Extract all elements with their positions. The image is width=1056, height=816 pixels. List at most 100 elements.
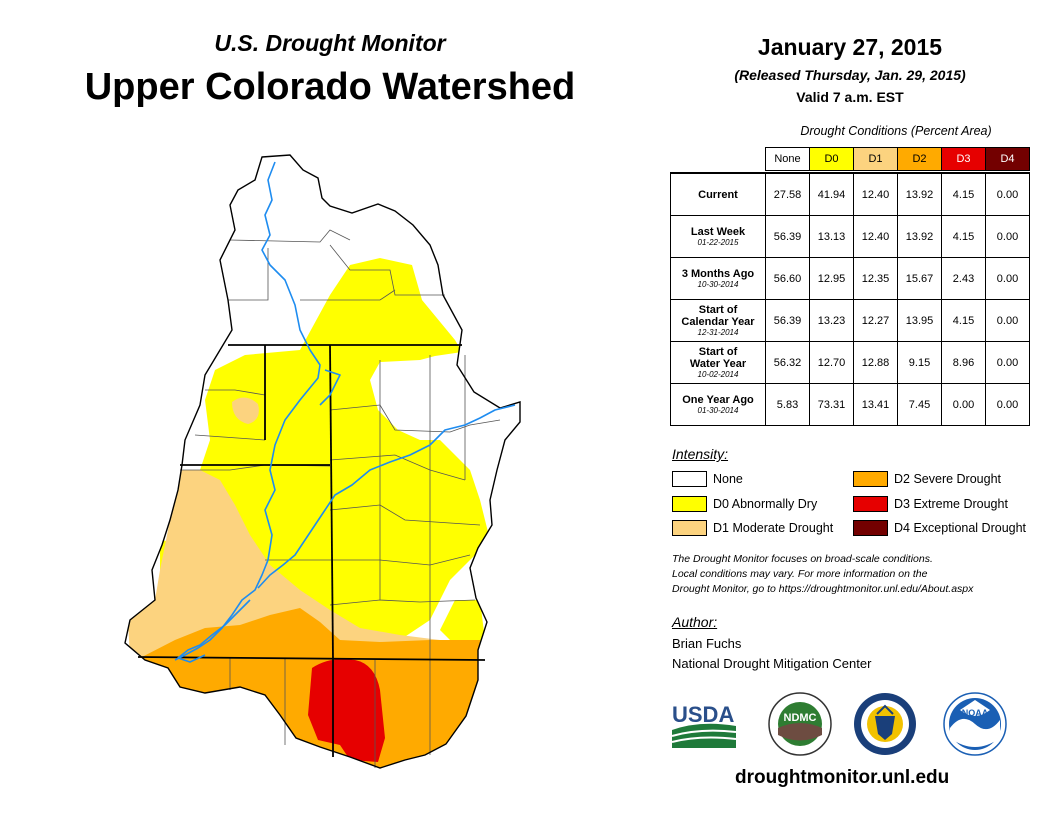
table-row-start-calendar-year: Start of Calendar Year 12-31-2014 56.39 13… bbox=[670, 299, 1030, 342]
legend-swatch bbox=[672, 471, 707, 487]
cell-value: 12.40 bbox=[853, 215, 898, 258]
cell-value: 56.39 bbox=[765, 299, 810, 342]
agency-logos: USDA NDMC NOAA bbox=[671, 692, 1007, 756]
legend-label: D2 Severe Drought bbox=[894, 472, 1002, 486]
cell-value: 73.31 bbox=[809, 383, 854, 426]
legend-swatch bbox=[672, 520, 707, 536]
author-name: Brian Fuchs bbox=[672, 636, 742, 651]
cell-value: 56.32 bbox=[765, 341, 810, 384]
legend-swatch bbox=[853, 496, 888, 512]
colorado-river bbox=[257, 404, 516, 589]
green-river bbox=[174, 161, 321, 661]
table-row-one-year-ago: One Year Ago 01-30-2014 5.83 73.31 13.41 … bbox=[670, 383, 1030, 426]
author-label: Author: bbox=[672, 614, 718, 630]
cell-value: 12.40 bbox=[853, 172, 898, 216]
col-header-d0: D0 bbox=[809, 147, 854, 171]
commerce-seal-logo bbox=[854, 693, 916, 755]
table-row-last-week: Last Week 01-22-2015 56.39 13.13 12.40 13… bbox=[670, 215, 1030, 258]
disclaimer-note: The Drought Monitor focuses on broad-sca… bbox=[672, 553, 974, 595]
map-subtitle: U.S. Drought Monitor bbox=[214, 30, 446, 56]
release-date: (Released Thursday, Jan. 29, 2015) bbox=[734, 67, 966, 83]
author-organization: National Drought Mitigation Center bbox=[672, 656, 872, 671]
cell-value: 9.15 bbox=[897, 341, 942, 384]
drought-conditions-table: None D0 D1 D2 D3 D4 Current 27.58 41.94 … bbox=[670, 147, 1030, 426]
region-d1-spot bbox=[232, 397, 259, 424]
legend-label: D1 Moderate Drought bbox=[713, 521, 834, 535]
region-d0-east bbox=[440, 600, 485, 650]
cell-value: 13.92 bbox=[897, 172, 942, 216]
cell-value: 4.15 bbox=[941, 172, 986, 216]
valid-time: Valid 7 a.m. EST bbox=[796, 89, 904, 105]
col-header-d3: D3 bbox=[941, 147, 986, 171]
cell-value: 5.83 bbox=[765, 383, 810, 426]
cell-value: 41.94 bbox=[809, 172, 854, 216]
map-date: January 27, 2015 bbox=[757, 34, 943, 60]
region-d3 bbox=[308, 659, 385, 762]
noaa-logo: NOAA bbox=[943, 692, 1007, 756]
cell-value: 13.92 bbox=[897, 215, 942, 258]
cell-value: 0.00 bbox=[985, 383, 1030, 426]
table-caption: Drought Conditions (Percent Area) bbox=[800, 124, 992, 138]
table-header-row: None D0 D1 D2 D3 D4 bbox=[671, 147, 1030, 171]
cell-value: 12.70 bbox=[809, 341, 854, 384]
cell-value: 2.43 bbox=[941, 257, 986, 300]
cell-value: 0.00 bbox=[985, 257, 1030, 300]
basin-outline bbox=[124, 154, 521, 769]
row-label: Current bbox=[670, 172, 766, 216]
legend-item-d3: D3 Extreme Drought bbox=[853, 496, 1008, 512]
cell-value: 12.95 bbox=[809, 257, 854, 300]
cell-value: 0.00 bbox=[985, 299, 1030, 342]
cell-value: 7.45 bbox=[897, 383, 942, 426]
cell-value: 13.41 bbox=[853, 383, 898, 426]
county-boundaries bbox=[180, 229, 501, 768]
cell-value: 0.00 bbox=[985, 341, 1030, 384]
table-row-start-water-year: Start of Water Year 10-02-2014 56.32 12.70… bbox=[670, 341, 1030, 384]
legend-item-d0: D0 Abnormally Dry bbox=[672, 496, 817, 512]
col-header-d2: D2 bbox=[897, 147, 942, 171]
cell-value: 13.23 bbox=[809, 299, 854, 342]
cell-value: 4.15 bbox=[941, 299, 986, 342]
cell-value: 12.35 bbox=[853, 257, 898, 300]
map-title: Upper Colorado Watershed bbox=[84, 66, 576, 108]
legend-item-d2: D2 Severe Drought bbox=[853, 471, 1001, 487]
legend-swatch bbox=[853, 471, 888, 487]
cell-value: 0.00 bbox=[985, 172, 1030, 216]
cell-value: 12.88 bbox=[853, 341, 898, 384]
cell-value: 8.96 bbox=[941, 341, 986, 384]
state-boundaries bbox=[137, 344, 486, 757]
rivers bbox=[174, 161, 516, 663]
legend-label: D3 Extreme Drought bbox=[894, 497, 1008, 511]
legend-swatch bbox=[672, 496, 707, 512]
legend-swatch bbox=[853, 520, 888, 536]
cell-value: 56.39 bbox=[765, 215, 810, 258]
table-row-current: Current 27.58 41.94 12.40 13.92 4.15 0.0… bbox=[670, 172, 1030, 216]
legend-item-d4: D4 Exceptional Drought bbox=[853, 520, 1026, 536]
website-link[interactable]: droughtmonitor.unl.edu bbox=[735, 767, 950, 788]
tributary bbox=[319, 369, 341, 406]
legend-label: D4 Exceptional Drought bbox=[894, 521, 1027, 535]
svg-text:USDA: USDA bbox=[672, 702, 734, 727]
usda-logo: USDA bbox=[671, 702, 737, 748]
row-label: Start of Water Year 10-02-2014 bbox=[670, 341, 766, 384]
table-row-3-months-ago: 3 Months Ago 10-30-2014 56.60 12.95 12.35… bbox=[670, 257, 1030, 300]
row-label: Last Week 01-22-2015 bbox=[670, 215, 766, 258]
cell-value: 0.00 bbox=[985, 215, 1030, 258]
cell-value: 13.13 bbox=[809, 215, 854, 258]
legend-item-none: None bbox=[672, 471, 743, 487]
watershed-map bbox=[124, 154, 521, 769]
cell-value: 0.00 bbox=[941, 383, 986, 426]
cell-value: 13.95 bbox=[897, 299, 942, 342]
lake-powell bbox=[177, 599, 251, 663]
legend-title: Intensity: bbox=[672, 446, 729, 462]
col-header-none: None bbox=[765, 147, 810, 171]
row-label: Start of Calendar Year 12-31-2014 bbox=[670, 299, 766, 342]
cell-value: 56.60 bbox=[765, 257, 810, 300]
cell-value: 15.67 bbox=[897, 257, 942, 300]
row-label: 3 Months Ago 10-30-2014 bbox=[670, 257, 766, 300]
legend-label: None bbox=[713, 472, 743, 486]
cell-value: 27.58 bbox=[765, 172, 810, 216]
svg-text:NOAA: NOAA bbox=[962, 708, 989, 718]
svg-text:NDMC: NDMC bbox=[784, 712, 817, 724]
col-header-d1: D1 bbox=[853, 147, 898, 171]
legend-item-d1: D1 Moderate Drought bbox=[672, 520, 833, 536]
